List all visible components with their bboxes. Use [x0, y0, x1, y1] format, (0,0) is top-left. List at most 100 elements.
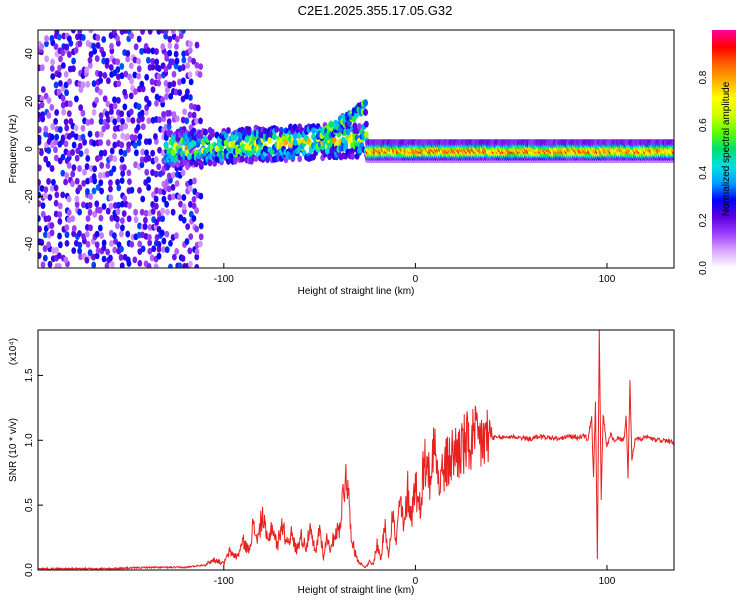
- spectrogram-cell: [105, 248, 111, 256]
- spectrogram-cell: [39, 239, 45, 246]
- spectrogram-cell: [154, 99, 159, 107]
- spectrogram-cell: [343, 142, 349, 150]
- spectrogram-cell: [38, 252, 42, 260]
- spectrogram-cell: [105, 116, 111, 123]
- spectrogram-cell: [363, 131, 369, 138]
- spectrogram-cell: [146, 117, 152, 125]
- spectrogram-cell: [185, 88, 190, 96]
- spectrogram-cell: [56, 262, 62, 268]
- spectrogram-cell: [194, 61, 200, 69]
- spectrogram-cell: [136, 139, 142, 147]
- spectrogram-cell: [129, 77, 134, 85]
- spectrogram-cell: [126, 169, 132, 177]
- spectrogram-cell: [156, 79, 162, 87]
- spectrogram-cell: [191, 139, 197, 147]
- spectrogram-cell: [127, 178, 132, 186]
- spectrogram-cell: [64, 231, 70, 239]
- spectrogram-cell: [71, 225, 77, 232]
- spectrogram-cell: [163, 80, 169, 87]
- spectrogram-cell: [223, 139, 229, 147]
- spectrogram-cell: [128, 92, 134, 100]
- spectrogram-cell: [109, 214, 115, 222]
- spectrogram-cell: [94, 200, 100, 208]
- spectrogram-cell: [71, 164, 77, 172]
- spectrogram-cell: [49, 104, 55, 111]
- spectrogram-cell: [136, 57, 142, 65]
- spectrogram-cell: [60, 49, 66, 57]
- spectrogram-cell: [197, 240, 203, 248]
- spectrogram-cell: [53, 146, 58, 154]
- spectrogram-cell: [198, 63, 204, 71]
- spectrogram-cell: [137, 133, 143, 141]
- spectrogram-cell: [223, 132, 229, 140]
- spectrogram-cell: [122, 150, 128, 157]
- spectrogram-cell: [98, 179, 104, 187]
- snr-x-axis: -100 0 100: [214, 565, 616, 587]
- spectrogram-cell: [187, 111, 193, 119]
- spectrogram-cell: [111, 30, 117, 35]
- spectrogram-cell: [157, 188, 163, 195]
- spectrogram-cell: [163, 30, 169, 35]
- spectrogram-x-tick-label: 100: [599, 274, 616, 285]
- spectrogram-cell: [95, 184, 101, 191]
- spectrogram-cell: [71, 65, 76, 73]
- spectrogram-cell: [139, 115, 145, 123]
- spectrogram-cell: [267, 136, 273, 144]
- spectrogram-cell: [149, 254, 155, 262]
- spectrogram-cell: [92, 47, 98, 55]
- spectrogram-cell: [88, 164, 94, 172]
- spectrogram-cell: [122, 195, 128, 202]
- spectrogram-cell: [92, 210, 98, 218]
- spectrogram-cell: [101, 125, 107, 133]
- spectrogram-cell: [219, 144, 224, 151]
- spectrogram-cell: [64, 100, 70, 108]
- spectrogram-cell: [164, 230, 170, 238]
- spectrogram-cell: [49, 165, 55, 172]
- spectrogram-cell: [46, 147, 52, 154]
- spectrogram-cell: [115, 58, 121, 66]
- spectrogram-cell: [181, 203, 187, 211]
- spectrogram-cell: [116, 184, 122, 192]
- spectrogram-cell: [113, 237, 118, 245]
- spectrogram-cell: [73, 95, 79, 103]
- spectrogram-cell: [49, 133, 55, 141]
- spectrogram-cell: [140, 123, 146, 131]
- spectrogram-cell: [88, 50, 94, 58]
- spectrogram-cell: [181, 216, 187, 224]
- spectrogram-cell: [121, 210, 127, 218]
- spectrogram-cell: [163, 32, 169, 40]
- spectrogram-cell: [94, 252, 100, 260]
- spectrogram-cell: [146, 154, 152, 162]
- spectrogram-cell: [40, 86, 46, 93]
- spectrogram-cell: [123, 122, 128, 130]
- spectrogram-cell: [125, 133, 131, 141]
- spectrogram-cell: [122, 103, 128, 111]
- spectrogram-cell: [133, 216, 139, 224]
- spectrogram-cell: [363, 99, 368, 107]
- spectrogram-cell: [39, 185, 45, 192]
- spectrogram-cell: [53, 154, 59, 162]
- spectrogram-cell: [60, 94, 66, 102]
- spectrogram-cell: [143, 216, 148, 224]
- spectrogram-cell: [161, 237, 167, 245]
- spectrogram-cell: [60, 62, 66, 69]
- spectrogram-cell: [353, 111, 359, 119]
- snr-background: [38, 330, 674, 570]
- spectrogram-cell: [188, 102, 194, 110]
- spectrogram-cell: [163, 141, 169, 149]
- spectrogram-cell: [105, 77, 111, 85]
- spectrogram-cell: [146, 184, 152, 191]
- spectrogram-cell: [197, 71, 203, 78]
- spectrogram-cell: [144, 168, 150, 176]
- spectrogram-cell: [147, 247, 153, 255]
- spectrogram-cell: [70, 130, 75, 138]
- spectrogram-cell: [226, 127, 231, 134]
- spectrogram-cell: [126, 141, 132, 149]
- spectrogram-cell: [209, 131, 215, 138]
- spectrogram-x-tick-label: 0: [413, 274, 419, 285]
- spectrogram-cell: [85, 119, 91, 126]
- spectrogram-cell: [78, 253, 83, 261]
- spectrogram-cell: [112, 155, 118, 163]
- spectrogram-cell: [73, 133, 79, 141]
- spectrogram-cell: [81, 201, 86, 209]
